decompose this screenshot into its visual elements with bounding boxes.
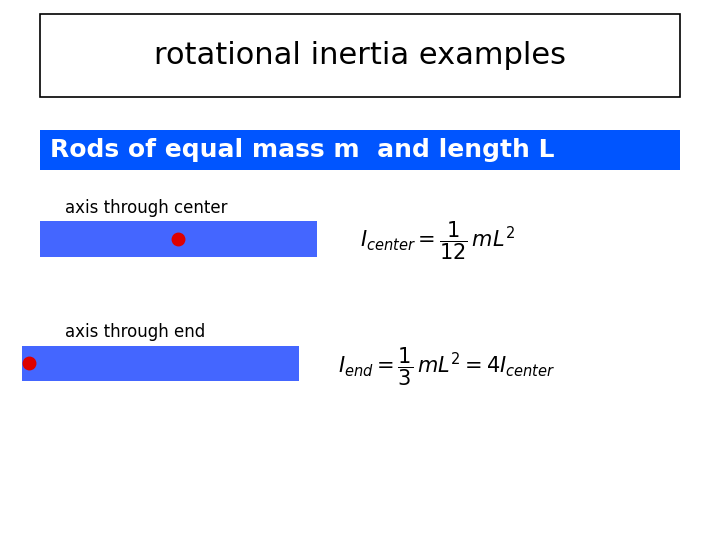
FancyBboxPatch shape [40, 14, 680, 97]
Text: rotational inertia examples: rotational inertia examples [154, 41, 566, 70]
Text: axis through center: axis through center [65, 199, 228, 217]
Text: $I_{center} = \dfrac{1}{12}\,mL^2$: $I_{center} = \dfrac{1}{12}\,mL^2$ [360, 219, 516, 261]
Text: $I_{end} = \dfrac{1}{3}\,mL^2 = 4I_{center}$: $I_{end} = \dfrac{1}{3}\,mL^2 = 4I_{cent… [338, 346, 556, 388]
Text: Rods of equal mass m  and length L: Rods of equal mass m and length L [50, 138, 555, 162]
FancyBboxPatch shape [22, 346, 299, 381]
FancyBboxPatch shape [40, 130, 680, 170]
FancyBboxPatch shape [40, 221, 317, 256]
Text: axis through end: axis through end [65, 323, 205, 341]
